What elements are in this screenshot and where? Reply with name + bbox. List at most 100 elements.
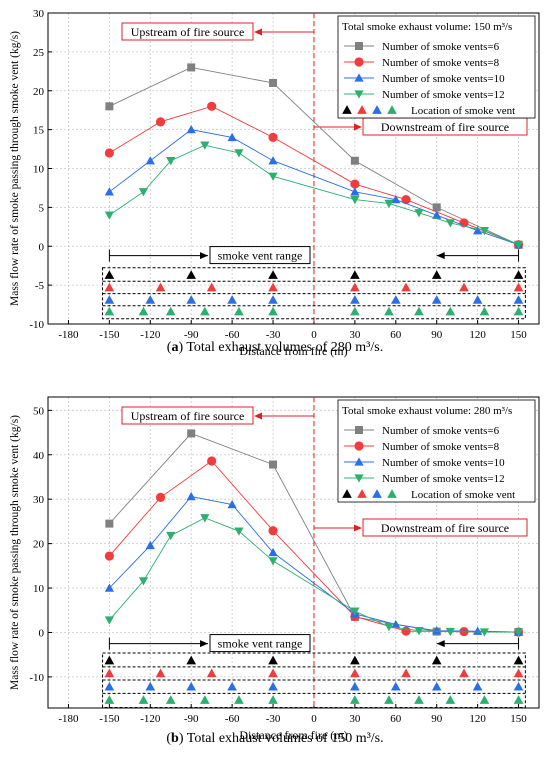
vent-marker — [104, 282, 115, 292]
vent-marker — [472, 681, 483, 691]
legend-entry-vent: Location of smoke vent — [411, 105, 515, 117]
upstream-label: Upstream of fire source — [131, 409, 245, 423]
vent-marker — [350, 695, 360, 704]
legend-box — [337, 399, 536, 503]
vent-marker — [234, 306, 244, 316]
vent-marker — [104, 695, 115, 704]
vent-marker — [350, 668, 360, 678]
vent-marker — [104, 681, 115, 691]
caption-letter: a — [171, 340, 178, 355]
vent-marker — [414, 695, 424, 704]
x-tick-label: -30 — [266, 329, 281, 341]
legend-entry: Number of smoke vents=12 — [382, 89, 505, 101]
vent-marker — [350, 655, 360, 665]
x-tick-label: 60 — [390, 713, 402, 725]
y-tick-label: 20 — [33, 539, 45, 551]
data-point — [445, 219, 455, 228]
data-point — [268, 557, 278, 566]
vent-marker — [104, 306, 115, 316]
legend-marker — [354, 90, 364, 99]
vent-marker — [165, 695, 176, 704]
y-tick-label: 15 — [33, 125, 45, 137]
legend-marker — [354, 73, 364, 82]
x-tick-label: -90 — [184, 713, 199, 725]
data-point — [104, 616, 114, 625]
vent-marker — [479, 695, 490, 704]
series-line — [109, 144, 519, 246]
data-point — [268, 526, 278, 536]
data-point — [479, 227, 490, 236]
legend-marker — [354, 57, 364, 67]
data-point — [269, 78, 278, 87]
vent-marker — [513, 270, 524, 279]
downstream-arrow-head — [354, 524, 362, 532]
vent-row-4 — [104, 695, 524, 704]
vent-marker — [513, 295, 524, 304]
series-line — [109, 66, 519, 246]
x-tick-label: -180 — [58, 329, 79, 341]
vent-marker — [472, 295, 483, 304]
upstream-label-box — [121, 406, 254, 425]
vent-row-3 — [104, 681, 524, 691]
vent-marker — [479, 306, 490, 316]
vent-marker — [234, 695, 244, 704]
x-tick-label: 0 — [311, 329, 317, 341]
vent-marker — [104, 295, 115, 304]
vent-marker — [104, 668, 115, 678]
vent-marker — [350, 295, 360, 304]
legend-vent-marker — [342, 105, 352, 114]
series-line — [109, 517, 519, 633]
data-point — [104, 211, 114, 220]
legend-entry: Number of smoke vents=8 — [382, 57, 500, 69]
data-point — [473, 626, 483, 635]
y-tick-label: 30 — [33, 8, 45, 20]
legend-vent-marker — [387, 489, 397, 498]
vent-range-arrow-head-left — [200, 252, 208, 260]
vent-row-2 — [104, 668, 524, 678]
data-point — [145, 156, 155, 165]
vent-marker — [206, 668, 217, 678]
data-point — [187, 429, 196, 438]
vent-marker — [138, 306, 149, 316]
x-tick-label: 90 — [431, 329, 443, 341]
x-axis-label: Distance from fire (m) — [239, 728, 347, 742]
legend-title: Total smoke exhaust volume: 280 m³/s — [342, 405, 512, 417]
data-point — [414, 627, 424, 636]
data-point — [350, 187, 360, 196]
data-point — [187, 63, 196, 72]
data-point — [350, 607, 360, 616]
data-point — [207, 456, 217, 466]
vent-marker — [401, 668, 411, 678]
x-tick-label: 90 — [431, 713, 443, 725]
vent-marker — [431, 270, 442, 279]
vent-marker — [513, 681, 524, 691]
vent-marker — [268, 282, 278, 292]
y-tick-label: 20 — [33, 86, 45, 98]
x-tick-label: -30 — [266, 713, 281, 725]
legend-vent-marker — [372, 105, 382, 114]
vent-marker — [104, 655, 115, 665]
y-tick-label: 5 — [39, 202, 45, 214]
vent-range-label: smoke vent range — [218, 249, 303, 263]
caption-prefix: ( — [166, 731, 171, 746]
legend-vent-marker — [342, 489, 352, 498]
vent-marker — [513, 306, 524, 316]
data-point — [384, 199, 394, 209]
caption-a: (a) Total exhaust volumes of 280 m³/s. — [167, 340, 383, 355]
data-point — [269, 460, 278, 469]
caption-letter: b — [171, 731, 179, 746]
y-tick-label: -10 — [29, 672, 44, 684]
vent-marker — [186, 681, 197, 691]
legend-vent-marker — [357, 105, 367, 114]
vent-marker — [513, 655, 524, 665]
y-tick-label: 0 — [39, 241, 45, 253]
data-point — [200, 514, 210, 523]
data-point — [186, 125, 196, 134]
vent-marker — [227, 681, 237, 691]
vent-marker — [268, 270, 278, 279]
vent-marker — [459, 282, 469, 292]
data-point — [200, 141, 210, 150]
vent-marker — [350, 681, 360, 691]
vent-marker — [200, 306, 210, 316]
data-point — [268, 132, 278, 142]
